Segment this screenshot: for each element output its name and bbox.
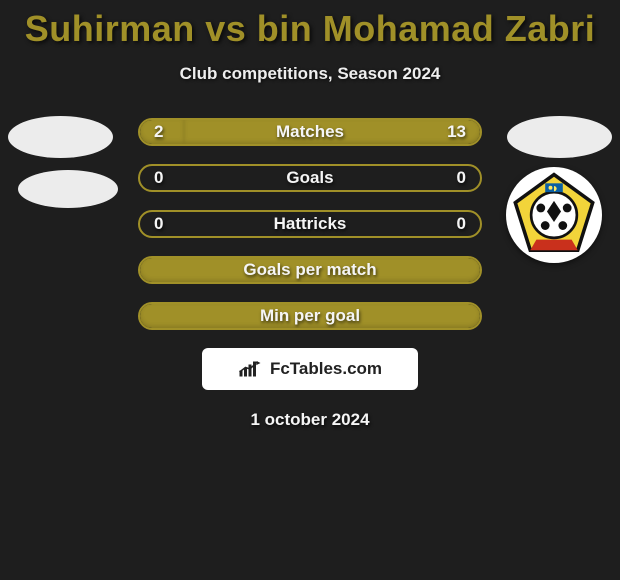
stat-row: 00Hattricks bbox=[0, 210, 620, 238]
stat-label: Matches bbox=[140, 120, 480, 144]
date-label: 1 october 2024 bbox=[0, 410, 620, 430]
stat-label: Goals per match bbox=[140, 258, 480, 282]
branding-text: FcTables.com bbox=[270, 359, 382, 379]
stat-label: Min per goal bbox=[140, 304, 480, 328]
stat-bar: 00Goals bbox=[138, 164, 482, 192]
stat-label: Hattricks bbox=[140, 212, 480, 236]
stats-section: 213Matches 00Goals 00Hattricks Goals per ma… bbox=[0, 118, 620, 330]
stat-row: 00Goals bbox=[0, 164, 620, 192]
stat-bar: 213Matches bbox=[138, 118, 482, 146]
chart-icon bbox=[238, 360, 262, 378]
stat-bar: 00Hattricks bbox=[138, 210, 482, 238]
stat-bar: Min per goal bbox=[138, 302, 482, 330]
stat-row: Goals per match bbox=[0, 256, 620, 284]
stat-bar: Goals per match bbox=[138, 256, 482, 284]
stat-label: Goals bbox=[140, 166, 480, 190]
stat-row: 213Matches bbox=[0, 118, 620, 146]
stat-row: Min per goal bbox=[0, 302, 620, 330]
subtitle: Club competitions, Season 2024 bbox=[0, 64, 620, 84]
page-title: Suhirman vs bin Mohamad Zabri bbox=[0, 8, 620, 50]
comparison-card: Suhirman vs bin Mohamad Zabri Club compe… bbox=[0, 0, 620, 430]
branding-badge[interactable]: FcTables.com bbox=[202, 348, 418, 390]
